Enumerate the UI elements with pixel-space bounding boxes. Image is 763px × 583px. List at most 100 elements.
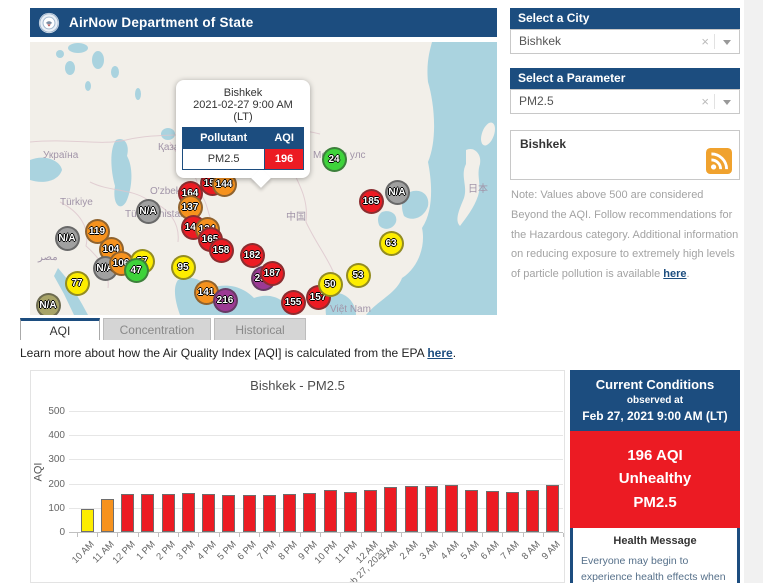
chart-bar[interactable] [445,485,459,532]
current-conditions-title: Current Conditions [595,377,715,392]
aqi-map-marker[interactable]: 77 [64,270,90,296]
chart-xtick-mark [299,533,301,537]
rss-box: Bishkek [510,130,740,180]
aqi-map-marker[interactable]: 24 [321,146,347,172]
aqi-map-marker[interactable]: N/A [135,198,161,224]
chart-gridline [69,435,563,437]
chart-bar[interactable] [485,490,499,532]
observed-at-label: observed at [626,395,684,406]
chart-xtick-mark [542,533,544,537]
aqi-map-marker[interactable]: 95 [170,254,196,280]
popup-col-aqi: AQI [264,127,304,149]
observed-datetime: Feb 27, 2021 9:00 AM (LT) [582,409,728,423]
chart-bar[interactable] [100,499,114,532]
chart-bar[interactable] [262,494,276,532]
map[interactable]: УкраїнаTürkiyeҚазақстанO'zbekistonTürkme… [30,42,497,315]
page-gutter [744,0,763,583]
health-message-text: Everyone may begin to experience health … [581,554,726,583]
parameter-caret-icon[interactable] [723,100,731,105]
epa-here-link[interactable]: here [427,346,453,360]
chart-xtick-mark [218,533,220,537]
chart-bar[interactable] [323,490,337,532]
chart-bar[interactable] [505,491,519,532]
chart-bar[interactable] [80,509,94,532]
chart-bar[interactable] [242,495,256,532]
chart-x-axis [69,532,563,533]
app-header: AirNow Department of State [30,8,497,37]
chart-bar[interactable] [181,493,195,532]
chart-xtick-mark [178,533,180,537]
chart-xtick-mark [238,533,240,537]
chart-bar[interactable] [121,494,135,532]
chart-xtick-mark [279,533,281,537]
parameter-clear-icon[interactable]: × [701,94,709,109]
select-divider [714,34,715,49]
chart-gridline [69,411,563,412]
select-parameter-header: Select a Parameter [510,68,740,89]
aqi-map-marker[interactable]: 187 [259,260,285,286]
popup-datetime: 2021-02-27 9:00 AM [193,99,293,111]
select-divider [714,94,715,109]
health-message-box: Health Message Everyone may begin to exp… [573,527,737,583]
chart-xtick-mark [319,533,321,537]
chart-bar[interactable] [384,486,398,532]
aqi-category: Unhealthy [618,470,692,488]
chart-xtick-mark [117,533,119,537]
tab-aqi[interactable]: AQI [20,318,100,340]
aqi-map-marker[interactable]: 50 [317,271,343,297]
chart-xtick-mark [401,533,403,537]
aqi-map-marker[interactable]: N/A [384,179,410,205]
chart-xtick-mark [380,533,382,537]
city-caret-icon[interactable] [723,40,731,45]
chart-bar[interactable] [404,486,418,532]
aqi-map-marker[interactable]: 47 [123,257,149,283]
aqi-map-marker[interactable]: N/A [54,225,80,251]
note-text: Note: Values above 500 are considered Be… [511,189,739,281]
chart-ytick-label: 0 [59,527,65,538]
select-city-header: Select a City [510,8,740,29]
chart-bar[interactable] [283,494,297,532]
aqi-value: 196 AQI [627,447,683,464]
chart-xtick-mark [157,533,159,537]
city-select[interactable]: Bishkek × [510,29,740,54]
chart-bar[interactable] [161,493,175,532]
popup-table: Pollutant AQI PM2.5 196 [181,127,304,170]
learn-more-text: Learn more about how the Air Quality Ind… [20,346,457,360]
city-clear-icon[interactable]: × [701,34,709,49]
map-popup: Bishkek 2021-02-27 9:00 AM (LT) Pollutan… [176,80,310,178]
chart-xtick-mark [482,533,484,537]
chart-bar[interactable] [526,489,540,532]
chart-gridline [69,459,563,461]
chart-bar[interactable] [303,493,317,532]
aqi-map-marker[interactable]: 216 [212,287,238,313]
popup-aqi-value: 196 [264,148,304,170]
chart-ytick-label: 100 [48,502,65,514]
tab-historical[interactable]: Historical [214,318,306,340]
chart-bar[interactable] [202,494,216,532]
aqi-map-marker[interactable]: 63 [378,230,404,256]
chart-bar[interactable] [546,484,560,532]
chart-bar[interactable] [364,490,378,532]
chart-xtick-mark [340,533,342,537]
tab-concentration[interactable]: Concentration [103,318,211,340]
aqi-map-marker[interactable]: 185 [358,188,384,214]
chart-bar[interactable] [141,493,155,532]
chart-bar[interactable] [222,495,236,532]
chart-bar[interactable] [424,485,438,532]
city-select-value: Bishkek [519,34,562,48]
popup-timezone: (LT) [233,111,253,123]
aqi-pollutant: PM2.5 [633,493,677,511]
parameter-select[interactable]: PM2.5 × [510,89,740,114]
chart-bar[interactable] [465,489,479,532]
aqi-map-marker[interactable]: 53 [345,262,371,288]
aqi-map-marker[interactable]: 158 [208,237,234,263]
aqi-map-marker[interactable]: 155 [280,289,306,315]
rss-icon[interactable] [706,148,732,174]
aqi-chart: Bishkek - PM2.5 AQI 0 100 200 300 400 500 10 A… [30,370,565,583]
chart-xtick-mark [563,533,564,537]
chart-bar[interactable] [343,491,357,532]
note-here-link[interactable]: here [663,268,687,281]
aqi-map-marker[interactable]: N/A [35,292,61,315]
chart-xtick-mark [76,533,78,537]
aqi-map-marker[interactable]: 182 [239,242,265,268]
